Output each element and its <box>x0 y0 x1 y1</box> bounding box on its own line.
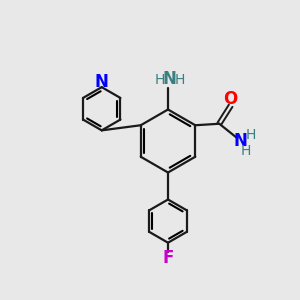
Text: H: H <box>246 128 256 142</box>
Text: O: O <box>224 90 238 108</box>
Text: H: H <box>154 73 165 87</box>
Text: N: N <box>233 132 247 150</box>
Text: N: N <box>95 73 109 91</box>
Text: N: N <box>163 70 176 88</box>
Text: F: F <box>162 249 174 267</box>
Text: H: H <box>241 144 251 158</box>
Text: H: H <box>175 73 185 87</box>
